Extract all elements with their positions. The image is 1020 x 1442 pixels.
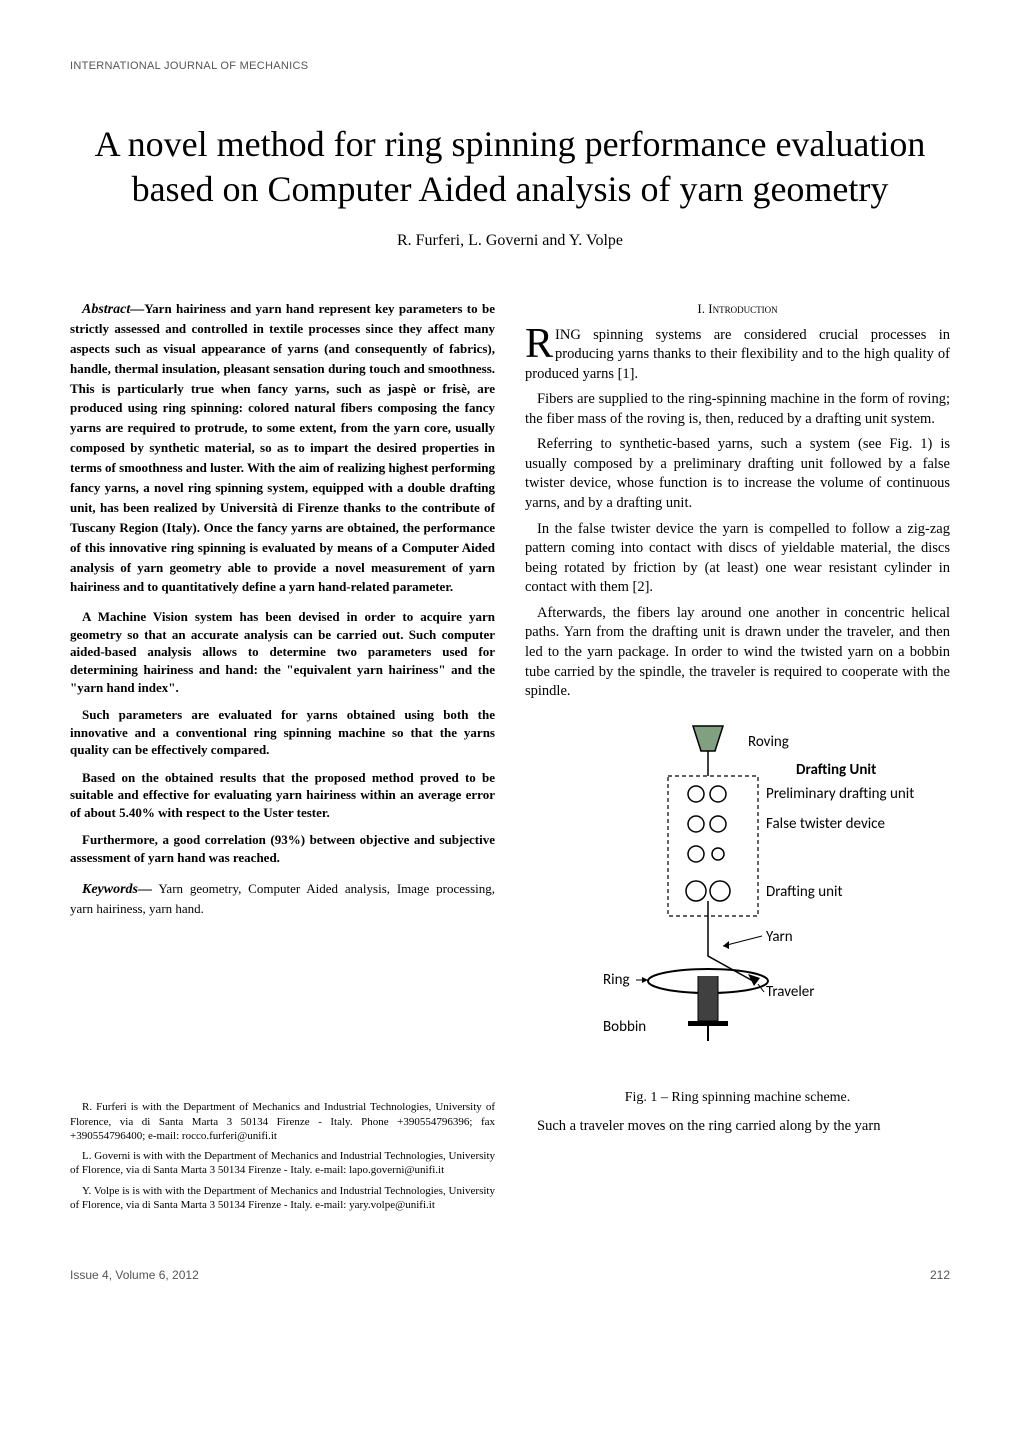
authors-line: R. Furferi, L. Governi and Y. Volpe <box>70 232 950 250</box>
intro-after-fig: Such a traveler moves on the ring carrie… <box>525 1117 950 1137</box>
right-column: I. Introduction RING spinning systems ar… <box>525 300 950 1218</box>
affiliation-2: Y. Volpe is is with with the Department … <box>70 1184 495 1213</box>
abstract-label: Abstract— <box>82 302 144 317</box>
affiliation-0: R. Furferi is with the Department of Mec… <box>70 1100 495 1143</box>
affiliations-block: R. Furferi is with the Department of Mec… <box>70 1100 495 1212</box>
intro-para-4: Afterwards, the fibers lay around one an… <box>525 604 950 702</box>
page-footer: Issue 4, Volume 6, 2012 212 <box>70 1268 950 1282</box>
figure-1-caption: Fig. 1 – Ring spinning machine scheme. <box>525 1089 950 1108</box>
fig1-label-false-twister: False twister device <box>766 815 885 833</box>
affiliation-1: L. Governi is with with the Department o… <box>70 1149 495 1178</box>
keywords-label: Keywords— <box>82 882 152 897</box>
fig1-label-traveler: Traveler <box>766 983 814 1001</box>
intro-first-para: RING spinning systems are considered cru… <box>525 326 950 385</box>
fig1-label-yarn: Yarn <box>766 928 793 946</box>
abstract-para-0: Yarn hairiness and yarn hand represent k… <box>70 301 495 594</box>
abstract-para-4: Furthermore, a good correlation (93%) be… <box>70 831 495 866</box>
fig1-label-drafting-unit-box: Drafting Unit <box>796 761 876 779</box>
fig1-label-bobbin: Bobbin <box>603 1018 646 1036</box>
paper-title: A novel method for ring spinning perform… <box>70 122 950 212</box>
figure-1-svg: Roving Drafting Unit Preliminary draftin… <box>548 716 928 1076</box>
fig1-label-prelim: Preliminary drafting unit <box>766 785 914 803</box>
abstract-para-3: Based on the obtained results that the p… <box>70 769 495 822</box>
footer-issue: Issue 4, Volume 6, 2012 <box>70 1268 199 1282</box>
fig1-label-ring: Ring <box>603 971 630 989</box>
footer-page-number: 212 <box>930 1268 950 1282</box>
keywords-block: Keywords— Yarn geometry, Computer Aided … <box>70 880 495 920</box>
section-1-heading: I. Introduction <box>525 300 950 318</box>
abstract-para-2: Such parameters are evaluated for yarns … <box>70 706 495 759</box>
abstract-para-1: A Machine Vision system has been devised… <box>70 608 495 696</box>
intro-para-3: In the false twister device the yarn is … <box>525 520 950 598</box>
intro-para-1: Fibers are supplied to the ring-spinning… <box>525 390 950 429</box>
intro-para-2: Referring to synthetic-based yarns, such… <box>525 435 950 513</box>
figure-1: Roving Drafting Unit Preliminary draftin… <box>525 716 950 1108</box>
fig1-label-roving: Roving <box>748 733 789 751</box>
fig1-label-drafting-unit: Drafting unit <box>766 883 843 901</box>
dropcap-r: R <box>525 326 555 362</box>
left-column: Abstract—Yarn hairiness and yarn hand re… <box>70 300 495 1218</box>
two-column-layout: Abstract—Yarn hairiness and yarn hand re… <box>70 300 950 1218</box>
intro-first-para-text: ING spinning systems are considered cruc… <box>525 327 950 382</box>
abstract-block: Abstract—Yarn hairiness and yarn hand re… <box>70 300 495 598</box>
journal-header: INTERNATIONAL JOURNAL OF MECHANICS <box>70 60 950 72</box>
